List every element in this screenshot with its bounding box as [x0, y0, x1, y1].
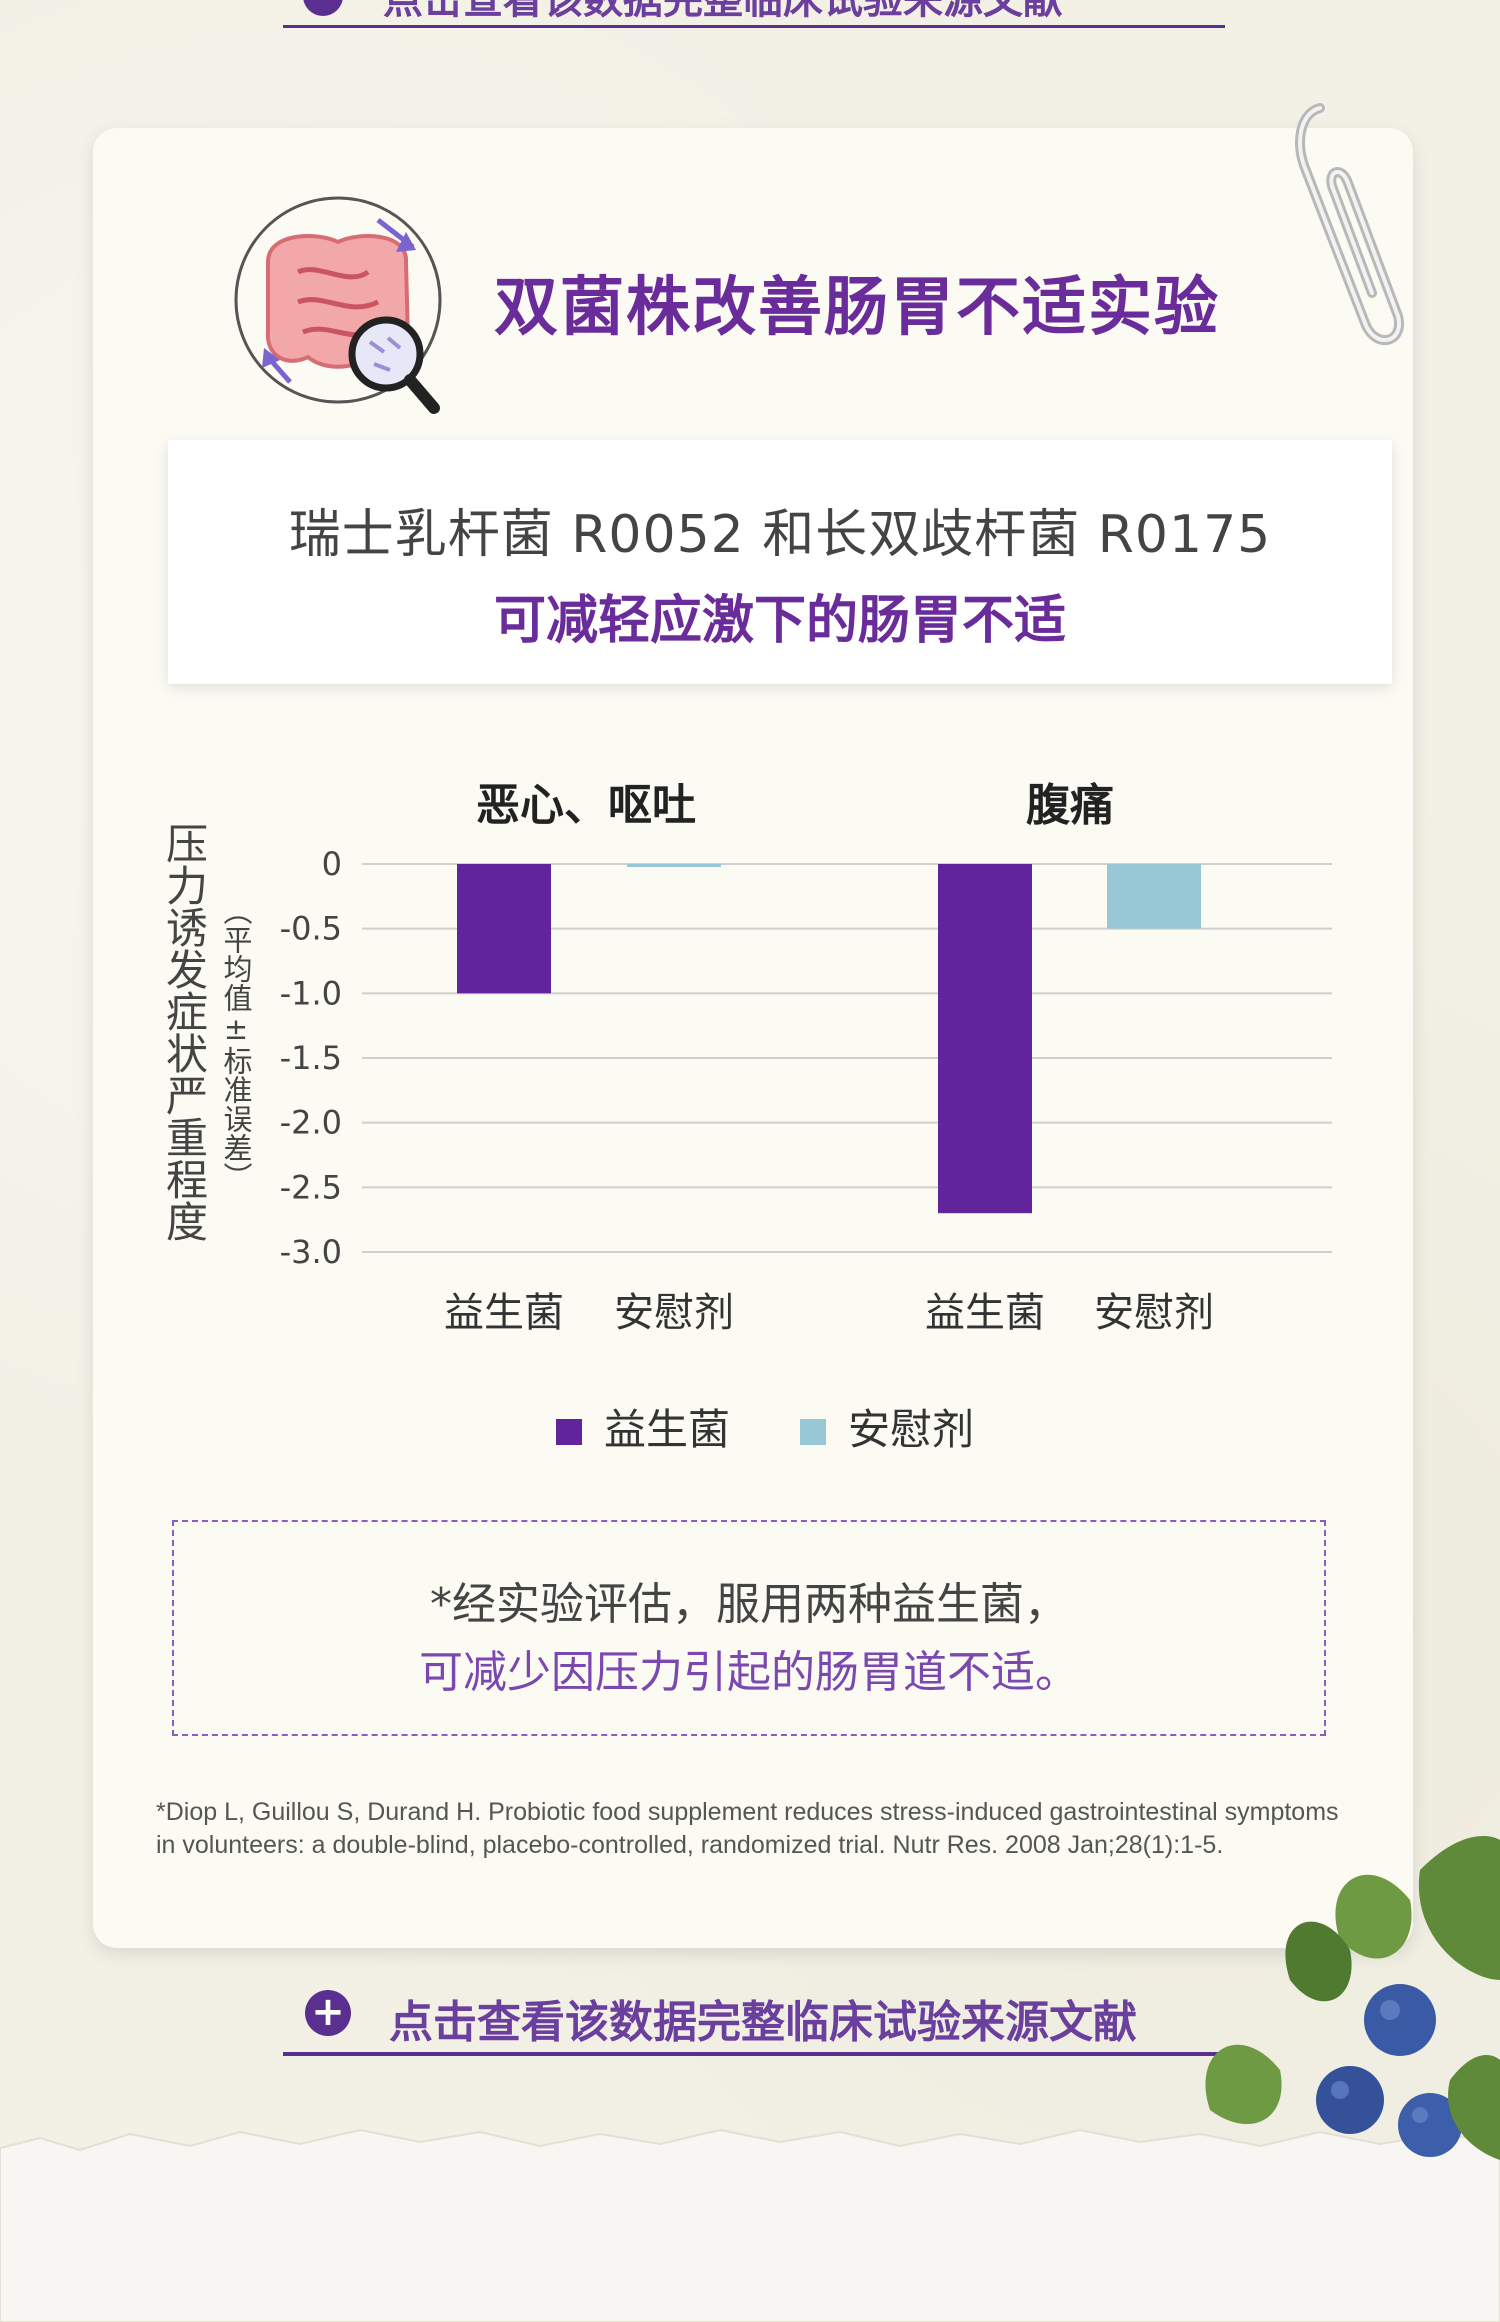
experiment-card	[93, 128, 1413, 1948]
y-tick-label: -2.5	[280, 1168, 342, 1206]
legend-swatch	[556, 1419, 582, 1445]
bar	[938, 864, 1032, 1214]
bottom-link-underline	[283, 2052, 1225, 2056]
bar	[627, 864, 721, 867]
y-tick-label: -2.0	[280, 1104, 342, 1142]
torn-paper-edge	[0, 2128, 1500, 2322]
group-title: 恶心、呕吐	[476, 780, 696, 831]
bar	[1107, 864, 1201, 929]
y-axis-sublabel: （平均值±标准误差）	[219, 896, 253, 1191]
y-tick-label: -0.5	[280, 910, 342, 948]
card-title: 双菌株改善肠胃不适实验	[494, 271, 1220, 345]
y-tick-label: -3.0	[280, 1233, 342, 1271]
paperclip-icon	[1295, 103, 1405, 345]
bar	[457, 864, 551, 994]
x-category-label: 益生菌	[925, 1290, 1045, 1336]
reference-citation: *Diop L, Guillou S, Durand H. Probiotic …	[156, 1796, 1376, 1862]
subtitle-box: 瑞士乳杆菌 R0052 和长双歧杆菌 R0175 可减轻应激下的肠胃不适	[168, 440, 1392, 684]
plus-circle-icon	[303, 0, 343, 16]
y-tick-label: -1.5	[280, 1039, 342, 1077]
y-tick-label: -1.0	[280, 974, 342, 1012]
subtitle-benefit-text: 可减轻应激下的肠胃不适	[493, 591, 1066, 651]
reference-line-2: in volunteers: a double-blind, placebo-c…	[156, 1831, 1224, 1859]
top-link-underline	[283, 25, 1225, 28]
group-title: 腹痛	[1026, 780, 1114, 831]
x-category-label: 安慰剂	[1094, 1290, 1214, 1336]
top-source-link[interactable]: 点击查看该数据完整临床试验来源文献	[283, 0, 1225, 28]
y-axis-label: 压力诱发症状严重程度	[160, 822, 209, 1242]
legend-label: 益生菌	[604, 1405, 730, 1454]
legend-label: 安慰剂	[848, 1405, 974, 1454]
reference-line-1: *Diop L, Guillou S, Durand H. Probiotic …	[156, 1798, 1339, 1826]
x-category-label: 安慰剂	[614, 1290, 734, 1336]
intestine-magnifier-icon	[234, 196, 442, 414]
top-source-link-text: 点击查看该数据完整临床试验来源文献	[383, 0, 1063, 23]
note-line-2: 可减少因压力引起的肠胃道不适。	[419, 1647, 1079, 1698]
subtitle-strains: 瑞士乳杆菌 R0052 和长双歧杆菌 R0175	[288, 505, 1272, 565]
note-line-1: *经实验评估，服用两种益生菌，	[430, 1579, 1068, 1630]
x-category-label: 益生菌	[444, 1290, 564, 1336]
subtitle-benefit: 可减轻应激下的肠胃不适	[423, 578, 1137, 653]
bottom-source-link-text: 点击查看该数据完整临床试验来源文献	[389, 1997, 1137, 2048]
legend-swatch	[800, 1419, 826, 1445]
y-tick-label: 0	[322, 845, 342, 883]
blueberry-leaves-decoration	[1205, 1836, 1500, 2160]
conclusion-note: *经实验评估，服用两种益生菌， 可减少因压力引起的肠胃道不适。	[172, 1520, 1326, 1736]
bottom-source-link[interactable]: + 点击查看该数据完整临床试验来源文献	[283, 1976, 1225, 2058]
plus-circle-icon: +	[305, 1990, 351, 2036]
